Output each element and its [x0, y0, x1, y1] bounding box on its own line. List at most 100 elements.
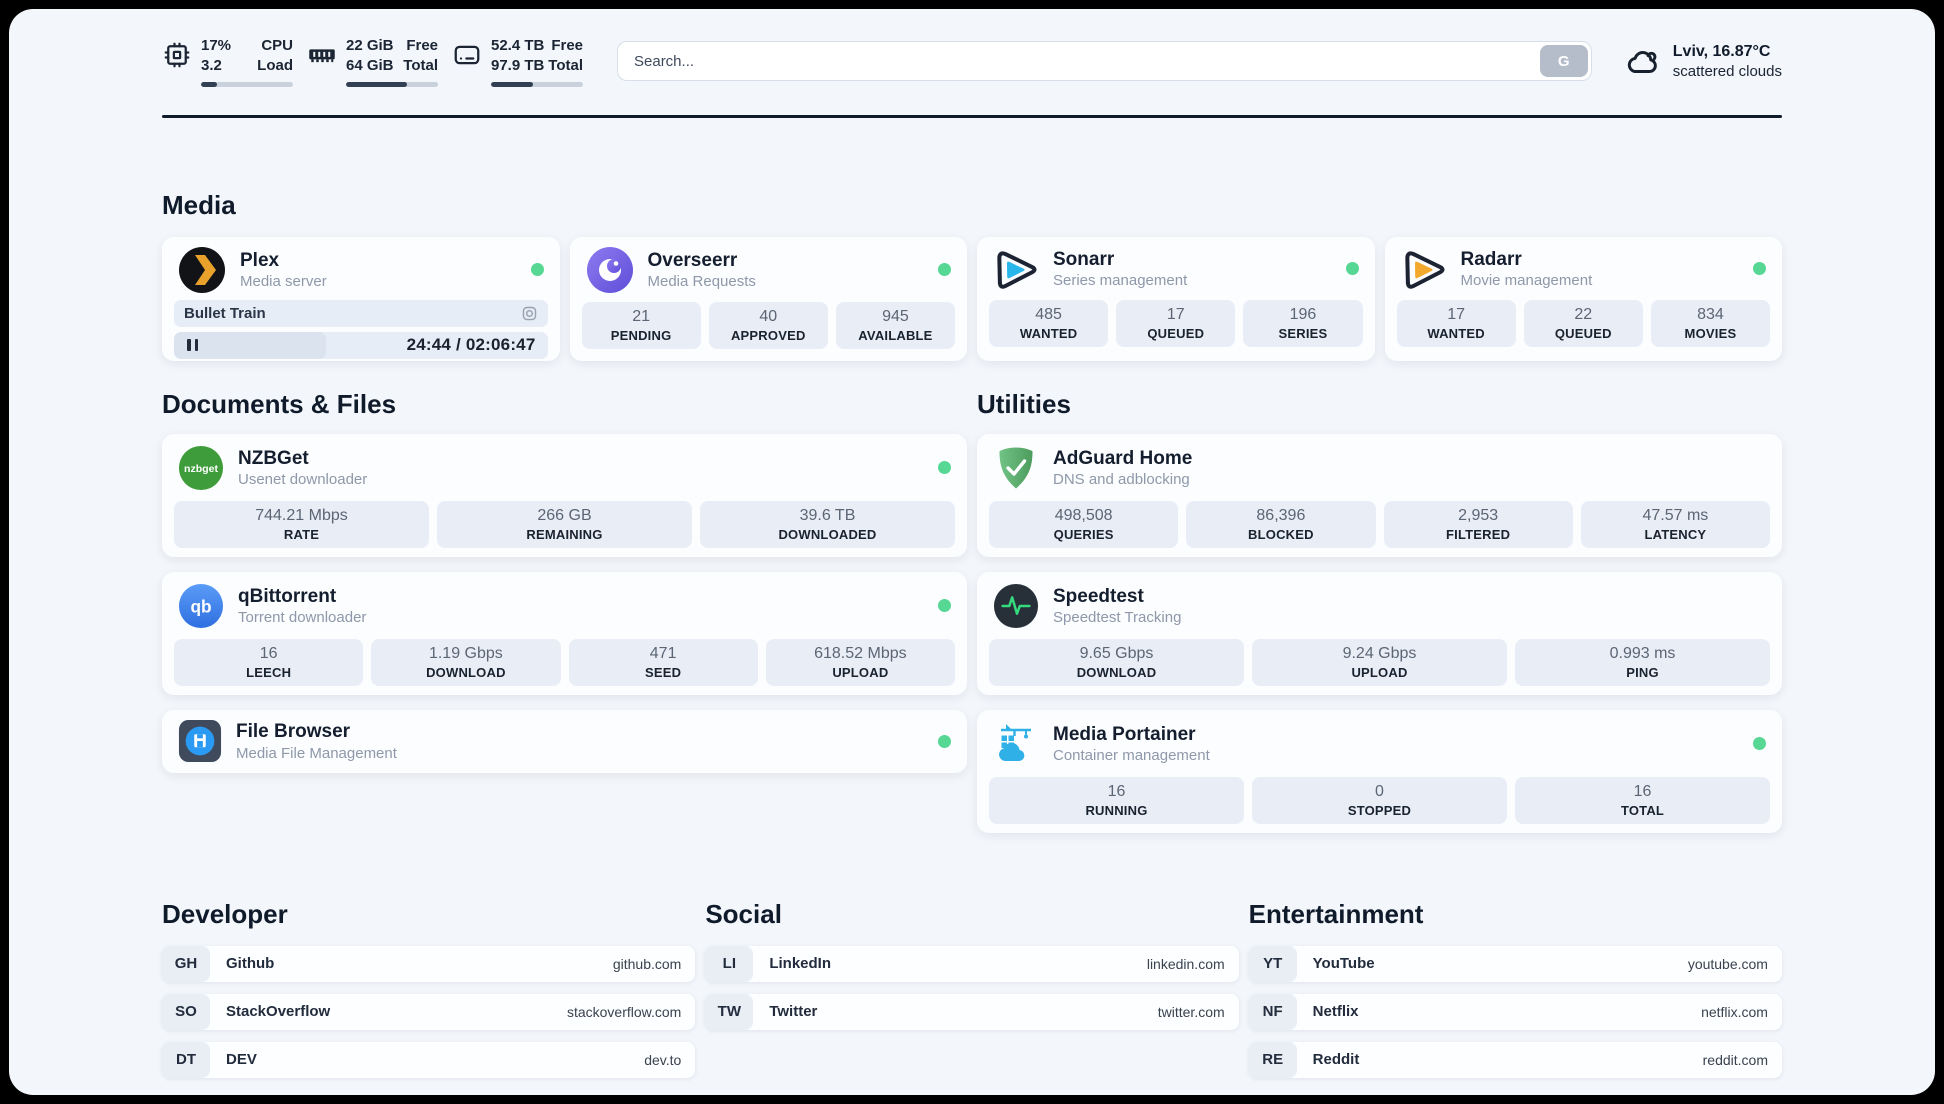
section-title-documents: Documents & Files [162, 388, 397, 419]
stat-ping: 0.993 ms PING [1515, 638, 1770, 686]
ram-free-value: 22 GiB [346, 37, 394, 54]
weather-widget: Lviv, 16.87°C scattered clouds [1624, 42, 1782, 80]
bookmarks-social: Social LI LinkedIn linkedin.com TW Twitt… [705, 899, 1239, 1042]
bookmark-name: YouTube [1312, 955, 1375, 972]
card-speedtest[interactable]: Speedtest Speedtest Tracking 9.65 Gbps D… [977, 571, 1782, 695]
cpu-usage-label: CPU [261, 37, 293, 54]
cpu-progress-bar [201, 81, 293, 87]
section-title-media: Media [162, 189, 236, 220]
card-overseerr[interactable]: Overseerr Media Requests 21 PENDING 40 A… [569, 236, 968, 361]
card-filebrowser[interactable]: File Browser Media File Management [162, 709, 967, 773]
section-title-entertainment: Entertainment [1248, 898, 1424, 929]
app-subtitle: Media server [240, 273, 327, 291]
bookmark-url: reddit.com [1702, 1051, 1768, 1068]
stat-pending: 21 PENDING [581, 301, 701, 349]
stat-leech: 16 LEECH [174, 638, 364, 686]
ram-free-label: Free [406, 37, 438, 54]
ram-progress-fill [346, 81, 407, 87]
bookmark-github[interactable]: GH Github github.com [162, 945, 696, 982]
bookmark-abbr: TW [705, 993, 754, 1030]
weather-location-temp: Lviv, 16.87°C [1672, 43, 1771, 61]
card-plex[interactable]: Plex Media server Bullet Train [162, 236, 560, 361]
section-title-utilities: Utilities [977, 388, 1071, 419]
bookmark-netflix[interactable]: NF Netflix netflix.com [1248, 993, 1782, 1030]
stat-approved: 40 APPROVED [708, 301, 828, 349]
stat-download: 1.19 Gbps DOWNLOAD [371, 638, 561, 686]
overseerr-icon [586, 246, 634, 294]
plex-icon [178, 246, 226, 294]
stat-row: 17 WANTED 22 QUEUED 834 MOVIES [1385, 299, 1783, 347]
bookmark-url: netflix.com [1701, 1003, 1768, 1020]
bookmark-name: Reddit [1312, 1051, 1360, 1068]
app-title: Sonarr [1053, 248, 1115, 270]
filebrowser-icon [178, 719, 222, 763]
documents-column: Documents & Files nzbget NZBGet Usenet d… [162, 389, 967, 788]
stat-row: 16 LEECH 1.19 Gbps DOWNLOAD 471 SEED 618… [162, 638, 967, 686]
portainer-icon [993, 721, 1039, 767]
bookmark-abbr: GH [162, 945, 210, 982]
stat-row: 485 WANTED 17 QUEUED 196 SERIES [977, 299, 1375, 347]
dashboard-page: 17% 3.2 CPU Load [9, 9, 1935, 1095]
app-title: qBittorrent [238, 585, 337, 607]
ram-total-value: 64 GiB [346, 57, 394, 75]
cloud-icon [1624, 43, 1661, 80]
app-subtitle: Movie management [1460, 272, 1593, 290]
stat-download: 9.65 Gbps DOWNLOAD [989, 638, 1244, 686]
adguard-icon [993, 445, 1039, 491]
card-qbittorrent[interactable]: qb qBittorrent Torrent downloader 16 LEE… [162, 571, 967, 695]
ram-icon [307, 40, 337, 70]
bookmark-linkedin[interactable]: LI LinkedIn linkedin.com [705, 945, 1239, 982]
cpu-widget: 17% 3.2 CPU Load [162, 36, 293, 87]
app-title: Speedtest [1053, 585, 1144, 607]
cpu-icon [162, 40, 192, 70]
bookmark-name: StackOverflow [226, 1003, 331, 1020]
bookmark-url: github.com [612, 955, 682, 972]
session-camera-icon [521, 305, 538, 322]
app-subtitle: DNS and adblocking [1053, 471, 1190, 489]
bookmark-twitter[interactable]: TW Twitter twitter.com [705, 993, 1239, 1030]
search-input[interactable] [617, 41, 1592, 82]
bookmark-abbr: NF [1248, 993, 1297, 1030]
stat-rate: 744.21 Mbps RATE [174, 500, 429, 548]
card-radarr[interactable]: Radarr Movie management 17 WANTED 22 QUE… [1384, 236, 1783, 361]
stat-stopped: 0 STOPPED [1252, 776, 1507, 824]
sonarr-icon [993, 246, 1039, 292]
qbittorrent-icon: qb [178, 583, 224, 629]
stat-queued: 22 QUEUED [1523, 299, 1643, 347]
now-playing-title: Bullet Train [184, 304, 266, 322]
bookmark-stackoverflow[interactable]: SO StackOverflow stackoverflow.com [162, 993, 696, 1030]
stat-queries: 498,508 QUERIES [989, 500, 1179, 548]
bookmark-name: DEV [226, 1051, 257, 1068]
pause-button[interactable] [174, 331, 326, 359]
disk-total-label: Total [548, 57, 583, 75]
status-dot [938, 263, 951, 276]
disk-icon [452, 40, 482, 70]
disk-progress-fill [491, 81, 534, 87]
stat-row: 9.65 Gbps DOWNLOAD 9.24 Gbps UPLOAD 0.99… [977, 638, 1782, 686]
bookmark-reddit[interactable]: RE Reddit reddit.com [1248, 1041, 1782, 1078]
search-engine-button[interactable]: G [1539, 45, 1588, 78]
app-subtitle: Series management [1053, 272, 1188, 290]
stat-upload: 9.24 Gbps UPLOAD [1252, 638, 1507, 686]
stat-row: 498,508 QUERIES 86,396 BLOCKED 2,953 FIL… [977, 500, 1782, 548]
stat-latency: 47.57 ms LATENCY [1580, 500, 1770, 548]
stat-downloaded: 39.6 TB DOWNLOADED [700, 500, 955, 548]
stat-series: 196 SERIES [1243, 299, 1363, 347]
status-dot [1753, 737, 1766, 750]
app-title: Overseerr [647, 249, 738, 271]
stat-wanted: 485 WANTED [989, 299, 1109, 347]
card-nzbget[interactable]: nzbget NZBGet Usenet downloader 744.21 M… [162, 433, 967, 557]
app-subtitle: Media Requests [647, 273, 756, 291]
pause-icon [187, 339, 191, 351]
card-sonarr[interactable]: Sonarr Series management 485 WANTED 17 Q… [977, 236, 1375, 361]
bookmark-dev[interactable]: DT DEV dev.to [162, 1041, 696, 1078]
disk-widget: 52.4 TB 97.9 TB Free Total [452, 36, 583, 87]
speedtest-icon [993, 583, 1039, 629]
bookmark-youtube[interactable]: YT YouTube youtube.com [1248, 945, 1782, 982]
search-bar: G [617, 41, 1592, 82]
card-portainer[interactable]: Media Portainer Container management 16 … [977, 709, 1782, 833]
stat-row: 21 PENDING 40 APPROVED 945 AVAILABLE [570, 301, 968, 349]
app-subtitle: Speedtest Tracking [1053, 609, 1182, 627]
card-adguard[interactable]: AdGuard Home DNS and adblocking 498,508 … [977, 433, 1782, 557]
